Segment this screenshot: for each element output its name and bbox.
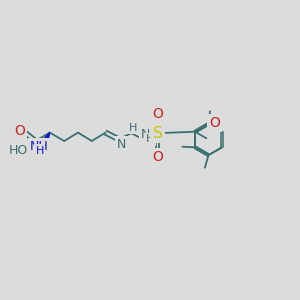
Text: HO: HO xyxy=(9,143,28,157)
Text: H: H xyxy=(35,146,44,156)
Text: O: O xyxy=(153,107,164,121)
Text: N: N xyxy=(117,138,126,151)
Text: H: H xyxy=(146,134,154,144)
Text: H: H xyxy=(128,123,137,133)
Text: O: O xyxy=(153,150,164,164)
Text: NH: NH xyxy=(141,128,160,142)
Text: O: O xyxy=(209,116,220,130)
Text: NH: NH xyxy=(30,140,48,153)
Polygon shape xyxy=(42,133,50,144)
Text: S: S xyxy=(153,126,162,141)
Text: O: O xyxy=(14,124,25,138)
